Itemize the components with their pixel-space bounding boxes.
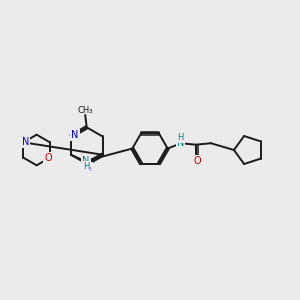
Text: N: N [82, 156, 90, 166]
Text: CH₃: CH₃ [77, 106, 93, 115]
Text: N: N [177, 138, 184, 148]
Text: H: H [177, 134, 184, 142]
Text: O: O [44, 153, 52, 163]
Text: N: N [71, 130, 79, 140]
Text: N: N [85, 163, 92, 173]
Text: N: N [22, 137, 29, 147]
Text: H: H [83, 162, 89, 171]
Text: O: O [193, 156, 201, 166]
